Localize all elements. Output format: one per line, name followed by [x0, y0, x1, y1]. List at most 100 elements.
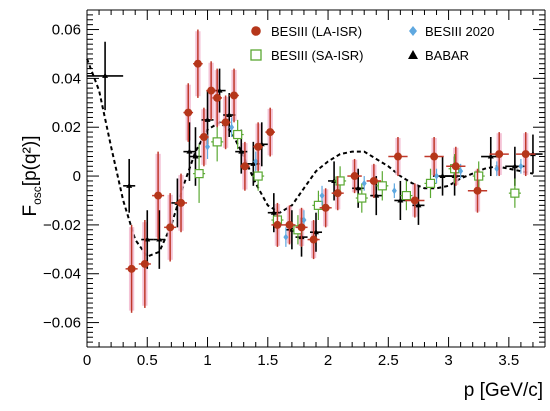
besiii-la-point [127, 264, 136, 273]
besiii-sa-point [357, 193, 367, 203]
x-tick-label: 1.5 [257, 352, 278, 369]
babar-point [216, 87, 223, 93]
axes: 0 0.5 1 1.5 2 2.5 3 3.5 −0.06 −0.04 −0.02 0 0.02 0.04… [43, 9, 546, 369]
babar-layer [87, 41, 543, 269]
babar-point [439, 173, 446, 179]
y-axis-label-tail: [p(q²)] [20, 136, 41, 187]
y-axis-label: Fosc[p(q²)] [20, 136, 44, 217]
babar-point [144, 236, 151, 242]
besiii-la-point [207, 86, 216, 95]
babar-point [415, 202, 422, 208]
besiii-sa-point [425, 178, 436, 188]
y-axis-label-subscript: osc [30, 186, 44, 205]
besiii-la-point [369, 176, 378, 185]
besiii-2020-point [253, 157, 259, 165]
fit-curve [86, 58, 534, 258]
x-tick-label: 3.5 [498, 352, 519, 369]
legend-label-babar: BABAR [425, 48, 469, 63]
besiii-2020-point [205, 143, 211, 151]
besiii-2020-point [319, 192, 325, 200]
legend-label-besiii-sa: BESIII (SA-ISR) [271, 48, 363, 63]
besiii-la-point [240, 162, 249, 171]
babar-point [397, 197, 404, 203]
besiii-2020-point [518, 162, 524, 170]
besiii-2020-point [301, 216, 307, 224]
besiii-la-point [430, 152, 439, 161]
besiii-2020-point [229, 123, 235, 131]
besiii-la-point [199, 132, 208, 141]
x-tick-label: 0.5 [137, 352, 158, 369]
besiii-2020-point [283, 233, 289, 241]
besiii-sa-point [194, 169, 204, 179]
y-tick-label: 0 [73, 168, 81, 185]
legend-marker-babar [408, 50, 418, 59]
besiii-la-layer [125, 29, 536, 313]
x-tick-label: 3 [444, 352, 452, 369]
besiii-la-point [154, 191, 163, 200]
besiii-2020-point [361, 179, 367, 187]
besiii-la-point [495, 150, 504, 159]
y-tick-label: −0.02 [43, 217, 81, 234]
besiii-la-point [451, 162, 460, 171]
besiii-la-point [254, 142, 263, 151]
besiii-la-point [410, 196, 419, 205]
besiii-sa-point [335, 176, 345, 186]
besiii-la-point [193, 59, 202, 68]
besiii-la-point [221, 118, 230, 127]
besiii-la-point [177, 198, 186, 207]
babar-point [511, 163, 518, 169]
besiii-sa-point [401, 190, 411, 201]
babar-point [270, 209, 277, 215]
legend-marker-besiii-sa [250, 49, 262, 61]
babar-point [186, 148, 193, 154]
besiii-sa-point [377, 181, 387, 191]
besiii-2020-point [494, 165, 500, 173]
fit-curve-layer [86, 58, 534, 258]
x-tick-label: 1 [203, 352, 211, 369]
besiii-la-point [321, 203, 330, 212]
besiii-sa-point [212, 137, 222, 147]
besiii-la-point [297, 223, 306, 232]
besiii-la-point [393, 152, 402, 161]
besiii-la-point [521, 150, 530, 159]
babar-point [156, 236, 163, 242]
besiii-la-point [184, 108, 193, 117]
besiii-la-point [273, 220, 282, 229]
babar-point [355, 185, 362, 191]
babar-point [313, 229, 319, 235]
besiii-la-point [266, 128, 275, 137]
besiii-la-point [309, 235, 318, 244]
x-tick-label: 2 [324, 352, 332, 369]
x-tick-label: 2.5 [378, 352, 399, 369]
babar-point [102, 72, 109, 78]
besiii-sa-point [510, 188, 520, 198]
y-tick-label: 0.04 [52, 70, 81, 87]
besiii-la-point [473, 186, 482, 195]
besiii-la-point [140, 259, 149, 268]
besiii-sa-point [253, 171, 263, 181]
y-axis-label-main: F [20, 205, 41, 217]
besiii-sa-point [233, 129, 243, 140]
y-tick-label: 0.02 [52, 119, 81, 136]
babar-point [192, 153, 199, 159]
besiii-la-point [213, 93, 222, 102]
legend-marker-besiii-la [251, 26, 261, 36]
besiii-2020-point [391, 187, 397, 195]
y-tick-label: −0.06 [43, 315, 81, 332]
babar-point [373, 192, 380, 198]
besiii-la-point [333, 189, 342, 198]
besiii-2020-point [434, 172, 440, 180]
babar-point [238, 148, 245, 154]
besiii-sa-point [474, 171, 484, 181]
x-tick-label: 0 [83, 352, 91, 369]
legend-label-besiii-2020: BESIII 2020 [425, 24, 494, 39]
babar-point [204, 116, 211, 122]
babar-point [487, 153, 494, 159]
y-tick-label: 0.06 [52, 22, 81, 39]
y-tick-label: −0.04 [43, 266, 81, 283]
besiii-la-point [350, 172, 359, 181]
legend: BESIII (LA-ISR) BESIII 2020 BESIII (SA-I… [250, 24, 494, 63]
babar-point [226, 112, 233, 118]
besiii-la-point [285, 220, 294, 229]
